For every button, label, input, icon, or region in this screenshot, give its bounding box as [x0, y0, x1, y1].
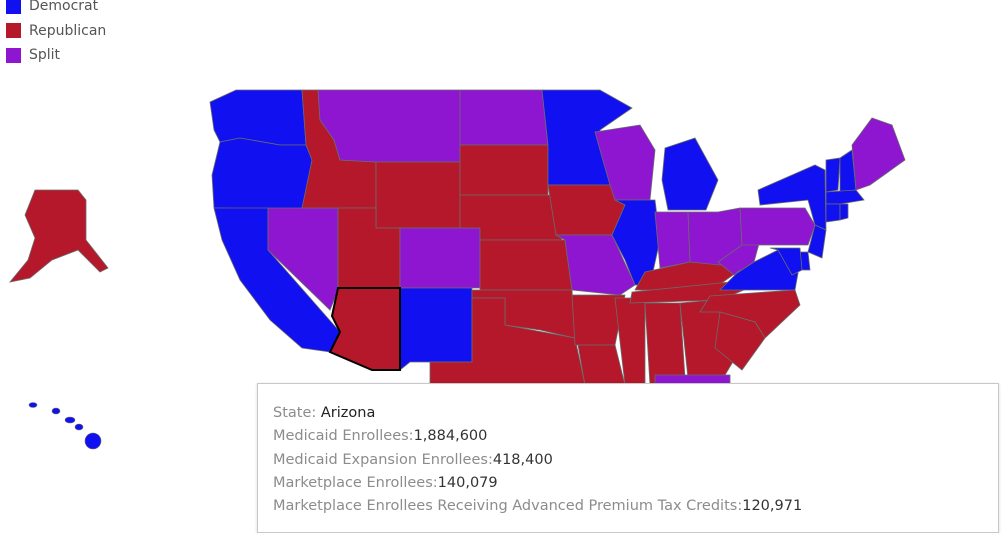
tooltip-medicaid-label: Medicaid Enrollees: [273, 428, 414, 445]
state-wa[interactable] [209, 89, 307, 146]
state-hi-island[interactable] [28, 402, 38, 408]
state-wv[interactable] [717, 239, 761, 276]
republican-swatch [6, 23, 21, 39]
state-sc[interactable] [714, 311, 766, 371]
tooltip-state-value: Arizona [320, 405, 376, 421]
legend-item-republican[interactable]: Republican [6, 19, 106, 44]
tooltip-aptc-value: 120,971 [742, 498, 803, 515]
tooltip-state-row: State: Arizona [273, 402, 983, 425]
split-swatch [6, 47, 21, 63]
tooltip-expansion-value: 418,400 [492, 451, 553, 468]
state-ri[interactable] [839, 203, 849, 221]
state-wy[interactable] [375, 161, 461, 229]
state-hi-island[interactable] [74, 423, 84, 431]
tooltip-aptc-label: Marketplace Enrollees Receiving Advanced… [273, 498, 743, 515]
state-nd[interactable] [459, 89, 549, 146]
state-md[interactable] [769, 247, 803, 276]
state-va[interactable] [719, 249, 801, 291]
state-tooltip: State: Arizona Medicaid Enrollees:1,884,… [257, 383, 999, 533]
state-nm[interactable] [399, 287, 473, 371]
legend-item-democrat[interactable]: Democrat [6, 0, 106, 19]
legend-label-republican: Republican [29, 22, 107, 39]
tooltip-medicaid-row: Medicaid Enrollees:1,884,600 [273, 425, 983, 448]
state-ct[interactable] [825, 203, 841, 223]
tooltip-expansion-label: Medicaid Expansion Enrollees: [273, 451, 493, 468]
state-vt[interactable] [825, 157, 841, 193]
state-hi-island[interactable] [64, 416, 76, 424]
tooltip-marketplace-value: 140,079 [437, 474, 498, 491]
state-hi-island[interactable] [84, 432, 102, 450]
tooltip-expansion-row: Medicaid Expansion Enrollees:418,400 [273, 449, 983, 472]
state-mt[interactable] [317, 89, 461, 163]
state-in[interactable] [654, 211, 691, 269]
state-ak[interactable] [8, 189, 109, 283]
state-pa[interactable] [739, 207, 816, 246]
tooltip-marketplace-row: Marketplace Enrollees:140,079 [273, 472, 983, 495]
tooltip-marketplace-label: Marketplace Enrollees: [273, 474, 438, 491]
state-ks[interactable] [479, 239, 573, 291]
legend-label-democrat: Democrat [29, 0, 99, 15]
state-me[interactable] [851, 117, 906, 191]
state-al[interactable] [644, 302, 686, 386]
state-mi[interactable] [661, 137, 719, 211]
state-sd[interactable] [459, 144, 549, 196]
state-co[interactable] [399, 227, 481, 289]
state-az-selected[interactable] [328, 287, 401, 371]
tooltip-state-label: State: [273, 405, 321, 421]
democrat-swatch [6, 0, 21, 14]
state-nj[interactable] [807, 224, 827, 259]
tooltip-medicaid-value: 1,884,600 [413, 428, 488, 445]
state-or[interactable] [211, 137, 313, 211]
state-la[interactable] [577, 344, 626, 386]
party-legend: Democrat Republican Split [6, 0, 106, 68]
state-ma[interactable] [825, 189, 865, 205]
legend-item-split[interactable]: Split [6, 43, 106, 68]
legend-label-split: Split [29, 47, 61, 64]
state-hi-island[interactable] [51, 407, 61, 415]
tooltip-aptc-row: Marketplace Enrollees Receiving Advanced… [273, 495, 983, 518]
